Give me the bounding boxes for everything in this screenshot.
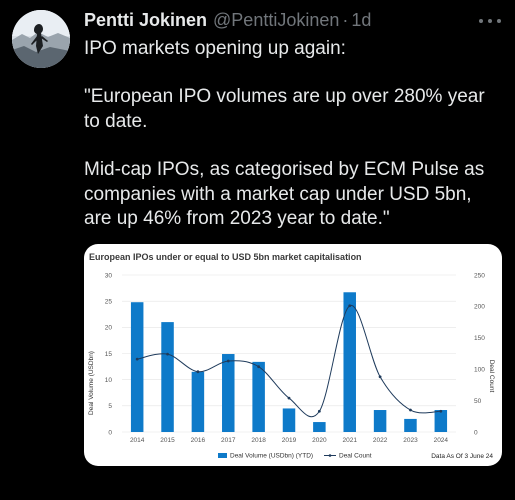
avatar[interactable] <box>12 10 70 68</box>
more-dot <box>479 19 483 23</box>
author-name[interactable]: Pentti Jokinen <box>84 10 208 30</box>
bar <box>252 361 265 432</box>
line-point <box>166 352 169 356</box>
x-tick-label: 2019 <box>282 437 297 444</box>
line-series <box>135 304 443 418</box>
bar <box>161 322 174 432</box>
deal-count-line <box>137 305 441 418</box>
bar-series <box>130 292 448 432</box>
x-tick-label: 2015 <box>160 437 175 444</box>
bar <box>434 410 448 432</box>
tweet-paragraph: "European IPO volumes are up over 280% y… <box>84 86 490 132</box>
tweet-line: IPO markets opening up again: <box>84 38 346 59</box>
y-tick-label: 0 <box>108 429 112 436</box>
x-tick-label: 2021 <box>342 437 357 444</box>
line-point <box>409 408 412 412</box>
bar <box>222 354 235 432</box>
y2-tick-label: 50 <box>474 398 482 405</box>
chart-svg: European IPOs under or equal to USD 5bn … <box>88 252 495 460</box>
legend-bar-swatch <box>218 453 227 458</box>
tweet-timestamp[interactable]: 1d <box>351 10 372 30</box>
axis-ticks: 0 5 10 15 20 25 30 0 50 100 150 200 250 2014 2015 2016 2… <box>105 272 485 444</box>
y2-tick-label: 0 <box>474 429 478 436</box>
bar <box>313 422 326 432</box>
bar <box>191 371 205 432</box>
bar <box>343 292 356 432</box>
tweet-header: Pentti Jokinen @PenttiJokinen · 1d <box>84 10 371 32</box>
more-dot <box>497 19 501 23</box>
line-point <box>196 370 200 374</box>
bar <box>130 302 144 432</box>
tweet-paragraph: Mid-cap IPOs, as categorised by ECM Puls… <box>84 159 490 230</box>
y2-axis-label: Deal Count <box>488 360 495 393</box>
y2-tick-label: 250 <box>474 272 485 279</box>
y-tick-label: 20 <box>105 325 113 332</box>
chart-title: European IPOs under or equal to USD 5bn … <box>89 252 362 262</box>
separator-dot: · <box>342 10 349 30</box>
tweet-text: IPO markets opening up again: "European … <box>84 37 504 231</box>
legend-line-marker <box>328 454 332 457</box>
line-point <box>287 396 291 400</box>
legend-line-label: Deal Count <box>339 453 372 460</box>
y-tick-label: 10 <box>105 377 113 384</box>
chart-image[interactable]: European IPOs under or equal to USD 5bn … <box>84 244 502 466</box>
x-tick-label: 2023 <box>403 437 418 444</box>
line-point <box>439 409 443 413</box>
bar <box>404 418 417 432</box>
y-axis-label: Deal Volume (USDbn) <box>88 351 95 415</box>
more-dot <box>488 19 492 23</box>
line-point <box>135 357 139 361</box>
y-tick-label: 15 <box>105 351 113 358</box>
line-point <box>226 359 230 363</box>
x-tick-label: 2018 <box>251 437 266 444</box>
y2-tick-label: 150 <box>474 335 485 342</box>
x-tick-label: 2022 <box>373 437 388 444</box>
line-point <box>348 304 352 308</box>
more-horizontal-icon[interactable] <box>479 12 501 30</box>
line-point <box>317 409 321 413</box>
bar <box>282 408 296 432</box>
gridlines <box>122 274 456 433</box>
x-tick-label: 2016 <box>191 437 206 444</box>
legend: Deal Volume (USDbn) (YTD) Deal Count <box>218 453 372 460</box>
x-tick-label: 2020 <box>312 437 327 444</box>
y-tick-label: 25 <box>105 298 113 305</box>
line-point <box>257 365 261 369</box>
y2-tick-label: 200 <box>474 304 485 311</box>
x-tick-label: 2017 <box>221 437 236 444</box>
y2-tick-label: 100 <box>474 367 485 374</box>
x-tick-label: 2014 <box>130 437 145 444</box>
chart-footnote: Data As Of 3 June 24 <box>431 453 493 460</box>
y-tick-label: 30 <box>105 272 113 279</box>
bar <box>373 410 387 432</box>
author-handle[interactable]: @PenttiJokinen <box>213 10 340 30</box>
x-tick-label: 2024 <box>434 437 449 444</box>
avatar-image <box>12 10 70 68</box>
line-point <box>378 375 382 379</box>
legend-bar-label: Deal Volume (USDbn) (YTD) <box>230 453 313 460</box>
y-tick-label: 5 <box>108 403 112 410</box>
